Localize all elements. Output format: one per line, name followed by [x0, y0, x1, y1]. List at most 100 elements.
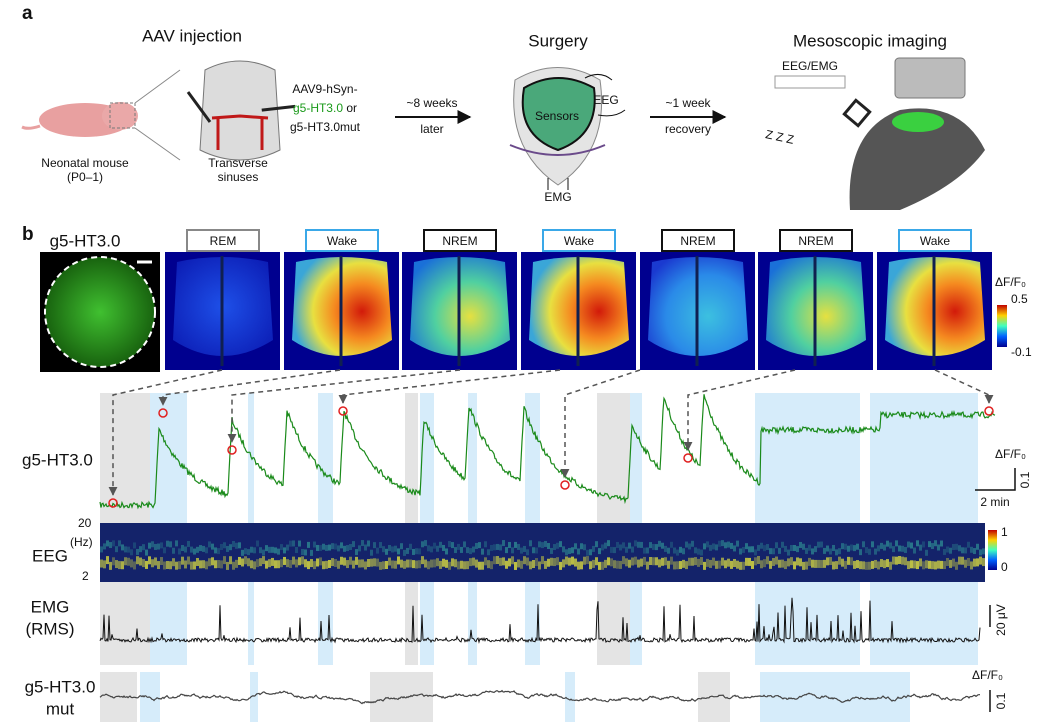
spectrogram-band: [715, 544, 718, 551]
spectrogram-band: [604, 559, 607, 568]
spectrogram-band: [658, 559, 661, 568]
spectrogram-band: [622, 556, 625, 565]
state-box: [423, 229, 497, 252]
spectrogram-band: [721, 557, 724, 566]
spectrogram-band: [679, 546, 682, 553]
spectrogram-band: [226, 561, 229, 570]
spectrogram-band: [976, 558, 979, 567]
spectrogram-band: [295, 546, 298, 553]
spectrogram-band: [703, 561, 706, 570]
spectrogram-band: [172, 547, 175, 554]
spectrogram-band: [466, 561, 469, 570]
recording-trace: [774, 75, 846, 89]
spectrogram-band: [706, 541, 709, 548]
spectrogram-band: [784, 545, 787, 552]
marker-circle: [560, 480, 570, 490]
spectrogram-band: [541, 542, 544, 549]
spectrogram-band: [772, 557, 775, 566]
spectrogram-band: [916, 540, 919, 547]
panel-label: a: [22, 3, 33, 24]
spectrogram-band: [448, 561, 451, 570]
spectrogram-band: [304, 559, 307, 568]
spectrogram-band: [388, 557, 391, 566]
spectrogram-band: [385, 548, 388, 555]
spectrogram-band: [646, 561, 649, 570]
spectrogram-band: [967, 557, 970, 566]
spectrogram-band: [862, 541, 865, 548]
spectrogram-band: [364, 544, 367, 551]
spectrogram-band: [808, 557, 811, 566]
spectrogram-band: [178, 548, 181, 555]
spectrogram-band: [829, 557, 832, 566]
spectrogram-band: [250, 546, 253, 553]
spectrogram-band: [403, 560, 406, 569]
spectrogram-band: [559, 561, 562, 570]
spectrogram-band: [982, 558, 985, 567]
spectrogram-band: [751, 560, 754, 569]
spectrogram-band: [121, 561, 124, 570]
spectrogram-band: [901, 556, 904, 565]
pointer: [934, 369, 994, 404]
spectrogram-band: [880, 559, 883, 568]
spectrogram-band: [922, 561, 925, 570]
spectrogram-band: [508, 558, 511, 567]
state-label: NREM: [442, 234, 477, 248]
spectrogram-band: [292, 556, 295, 565]
spectrogram-band: [166, 540, 169, 547]
spectrogram-band: [952, 544, 955, 551]
spectrogram-band: [703, 543, 706, 550]
colorbar-label: -0.1: [1011, 345, 1032, 359]
sleep-symbol: Z Z Z: [764, 127, 795, 147]
spectrogram-band: [382, 546, 385, 553]
spectrogram-band: [796, 546, 799, 553]
marker-circle: [158, 408, 168, 418]
spectrogram-band: [466, 547, 469, 554]
colorbar: [988, 530, 997, 570]
spectrogram-band: [940, 560, 943, 569]
spectrogram-band: [877, 561, 880, 570]
pointer: [108, 369, 223, 496]
spectrogram-band: [304, 549, 307, 556]
spectrogram-band: [574, 543, 577, 550]
spectrogram-band: [592, 559, 595, 568]
row-label: mut: [46, 699, 75, 718]
spectrogram-band: [262, 556, 265, 565]
spectrogram-band: [202, 560, 205, 569]
spectrogram-band: [217, 548, 220, 555]
spectrogram-band: [280, 559, 283, 568]
spectrogram-band: [538, 541, 541, 548]
construct: g5-HT3.0 or: [293, 101, 357, 115]
spectrogram-band: [172, 558, 175, 567]
spectrogram-band: [760, 560, 763, 569]
spectrogram-band: [418, 560, 421, 569]
spectrogram-band: [598, 548, 601, 555]
spectrogram-band: [490, 544, 493, 551]
spectrogram-band: [286, 559, 289, 568]
spectrogram-band: [775, 556, 778, 565]
spectrogram-band: [427, 561, 430, 570]
spectrogram-band: [577, 548, 580, 555]
spectrogram-band: [838, 556, 841, 565]
spectrogram-band: [799, 541, 802, 548]
spectrogram-band: [895, 556, 898, 565]
pointer: [227, 369, 461, 443]
spectrogram-band: [892, 546, 895, 553]
spectrogram-band: [157, 543, 160, 550]
spectrogram-band: [889, 542, 892, 549]
spectrogram-band: [934, 561, 937, 570]
spectrogram-band: [463, 561, 466, 570]
spectrogram-band: [634, 540, 637, 547]
scale-label: 0.1: [994, 692, 1008, 709]
spectrogram-band: [625, 558, 628, 567]
construct: AAV9-hSyn-: [292, 82, 357, 96]
spectrogram-band: [793, 561, 796, 570]
sensor-area: Sensors: [535, 109, 579, 123]
spectrogram-band: [214, 560, 217, 569]
spectrogram-band: [151, 541, 154, 548]
spectrogram-band: [973, 558, 976, 567]
spectrogram-band: [244, 556, 247, 565]
spectrogram-band: [664, 545, 667, 552]
spectrogram-band: [217, 560, 220, 569]
image-pointers: [108, 369, 994, 508]
spectrogram-band: [964, 547, 967, 554]
